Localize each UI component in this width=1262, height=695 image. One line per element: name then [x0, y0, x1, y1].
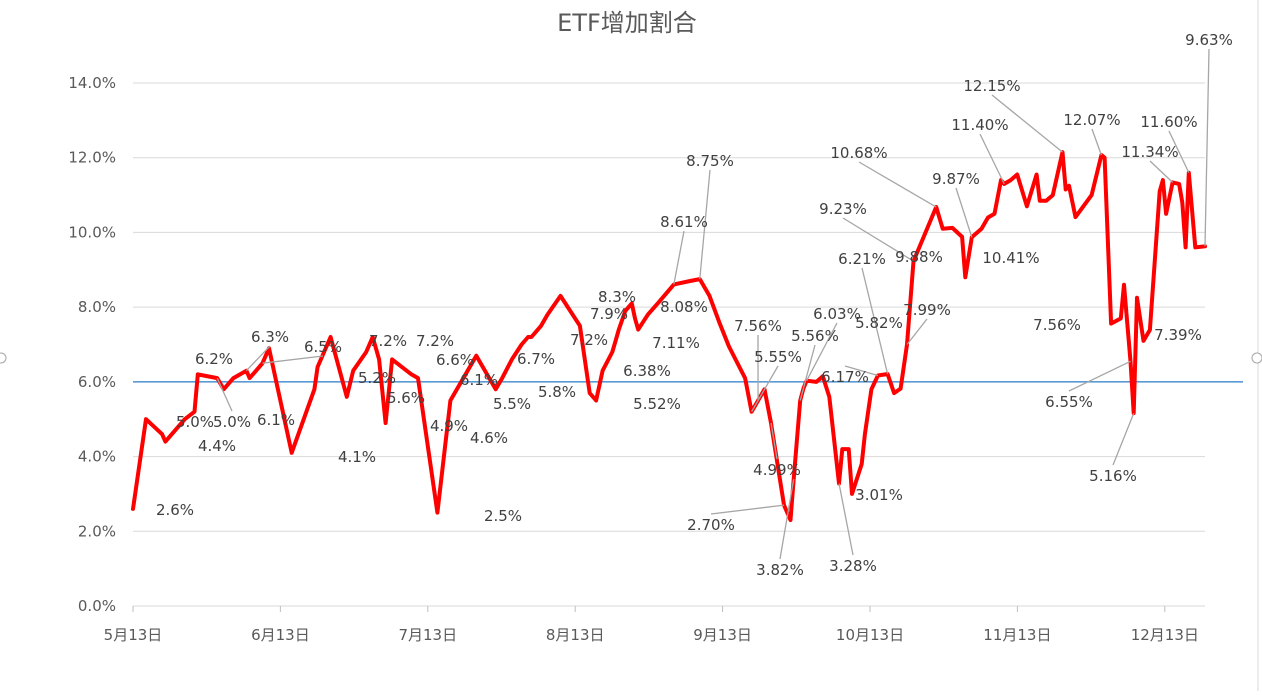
- data-label: 6.03%: [813, 305, 861, 323]
- data-label: 8.3%: [598, 288, 636, 306]
- data-label: 5.2%: [358, 369, 396, 387]
- data-label: 5.82%: [855, 314, 903, 332]
- data-label: 7.11%: [652, 334, 700, 352]
- data-label: 9.63%: [1185, 31, 1233, 49]
- data-label: 7.56%: [1033, 316, 1081, 334]
- data-label: 7.2%: [369, 332, 407, 350]
- data-label: 12.07%: [1063, 111, 1120, 129]
- y-tick-label: 8.0%: [78, 298, 116, 316]
- data-label: 5.5%: [493, 395, 531, 413]
- data-label: 7.9%: [590, 305, 628, 323]
- data-label: 12.15%: [963, 77, 1020, 95]
- data-label: 10.68%: [830, 144, 887, 162]
- data-label: 6.6%: [436, 351, 474, 369]
- data-label: 8.08%: [660, 298, 708, 316]
- y-tick-label: 2.0%: [78, 522, 116, 540]
- data-label: 5.0%: [176, 413, 214, 431]
- data-label: 6.1%: [257, 411, 295, 429]
- data-label: 4.99%: [753, 461, 801, 479]
- x-tick-label: 9月13日: [693, 626, 752, 644]
- data-label: 6.2%: [195, 350, 233, 368]
- data-label: 6.5%: [304, 338, 342, 356]
- data-label: 9.88%: [895, 248, 943, 266]
- data-label: 5.55%: [754, 348, 802, 366]
- x-tick-label: 10月13日: [836, 626, 904, 644]
- x-tick-label: 7月13日: [398, 626, 457, 644]
- data-label: 2.70%: [687, 516, 735, 534]
- data-label: 7.39%: [1154, 326, 1202, 344]
- y-tick-label: 12.0%: [68, 149, 116, 167]
- y-tick-label: 4.0%: [78, 448, 116, 466]
- data-label: 5.6%: [387, 389, 425, 407]
- data-label: 9.87%: [932, 170, 980, 188]
- data-label: 7.2%: [570, 331, 608, 349]
- data-label: 2.6%: [156, 501, 194, 519]
- data-label: 11.40%: [951, 116, 1008, 134]
- data-label: 5.56%: [791, 327, 839, 345]
- data-label: 6.55%: [1045, 393, 1093, 411]
- x-tick-label: 11月13日: [983, 626, 1051, 644]
- data-label: 11.60%: [1140, 113, 1197, 131]
- data-label: 10.41%: [982, 249, 1039, 267]
- data-label: 7.2%: [416, 332, 454, 350]
- y-tick-label: 6.0%: [78, 373, 116, 391]
- data-label: 3.82%: [756, 561, 804, 579]
- data-label: 8.75%: [686, 152, 734, 170]
- x-tick-label: 12月13日: [1131, 626, 1199, 644]
- data-label: 6.38%: [623, 362, 671, 380]
- data-label: 8.61%: [660, 213, 708, 231]
- data-label: 3.01%: [855, 486, 903, 504]
- chart-title: ETF增加割合: [557, 9, 697, 37]
- data-label: 4.1%: [338, 448, 376, 466]
- y-tick-label: 0.0%: [78, 597, 116, 615]
- data-label: 3.28%: [829, 557, 877, 575]
- data-label: 4.6%: [470, 429, 508, 447]
- data-label: 4.4%: [198, 437, 236, 455]
- data-label: 11.34%: [1121, 143, 1178, 161]
- x-tick-label: 5月13日: [104, 626, 163, 644]
- x-tick-label: 6月13日: [251, 626, 310, 644]
- data-label: 5.8%: [538, 383, 576, 401]
- data-label: 6.17%: [821, 368, 869, 386]
- data-label: 4.9%: [430, 417, 468, 435]
- data-label: 5.0%: [213, 413, 251, 431]
- y-tick-label: 14.0%: [68, 74, 116, 92]
- data-label: 6.21%: [838, 250, 886, 268]
- data-label: 7.99%: [903, 301, 951, 319]
- data-label: 5.16%: [1089, 467, 1137, 485]
- x-tick-label: 8月13日: [546, 626, 605, 644]
- data-label: 5.52%: [633, 395, 681, 413]
- y-tick-label: 10.0%: [68, 223, 116, 241]
- data-label: 6.7%: [517, 350, 555, 368]
- data-label: 2.5%: [484, 507, 522, 525]
- data-label: 7.56%: [734, 317, 782, 335]
- data-label: 6.1%: [460, 371, 498, 389]
- data-label: 6.3%: [251, 328, 289, 346]
- data-label: 9.23%: [819, 200, 867, 218]
